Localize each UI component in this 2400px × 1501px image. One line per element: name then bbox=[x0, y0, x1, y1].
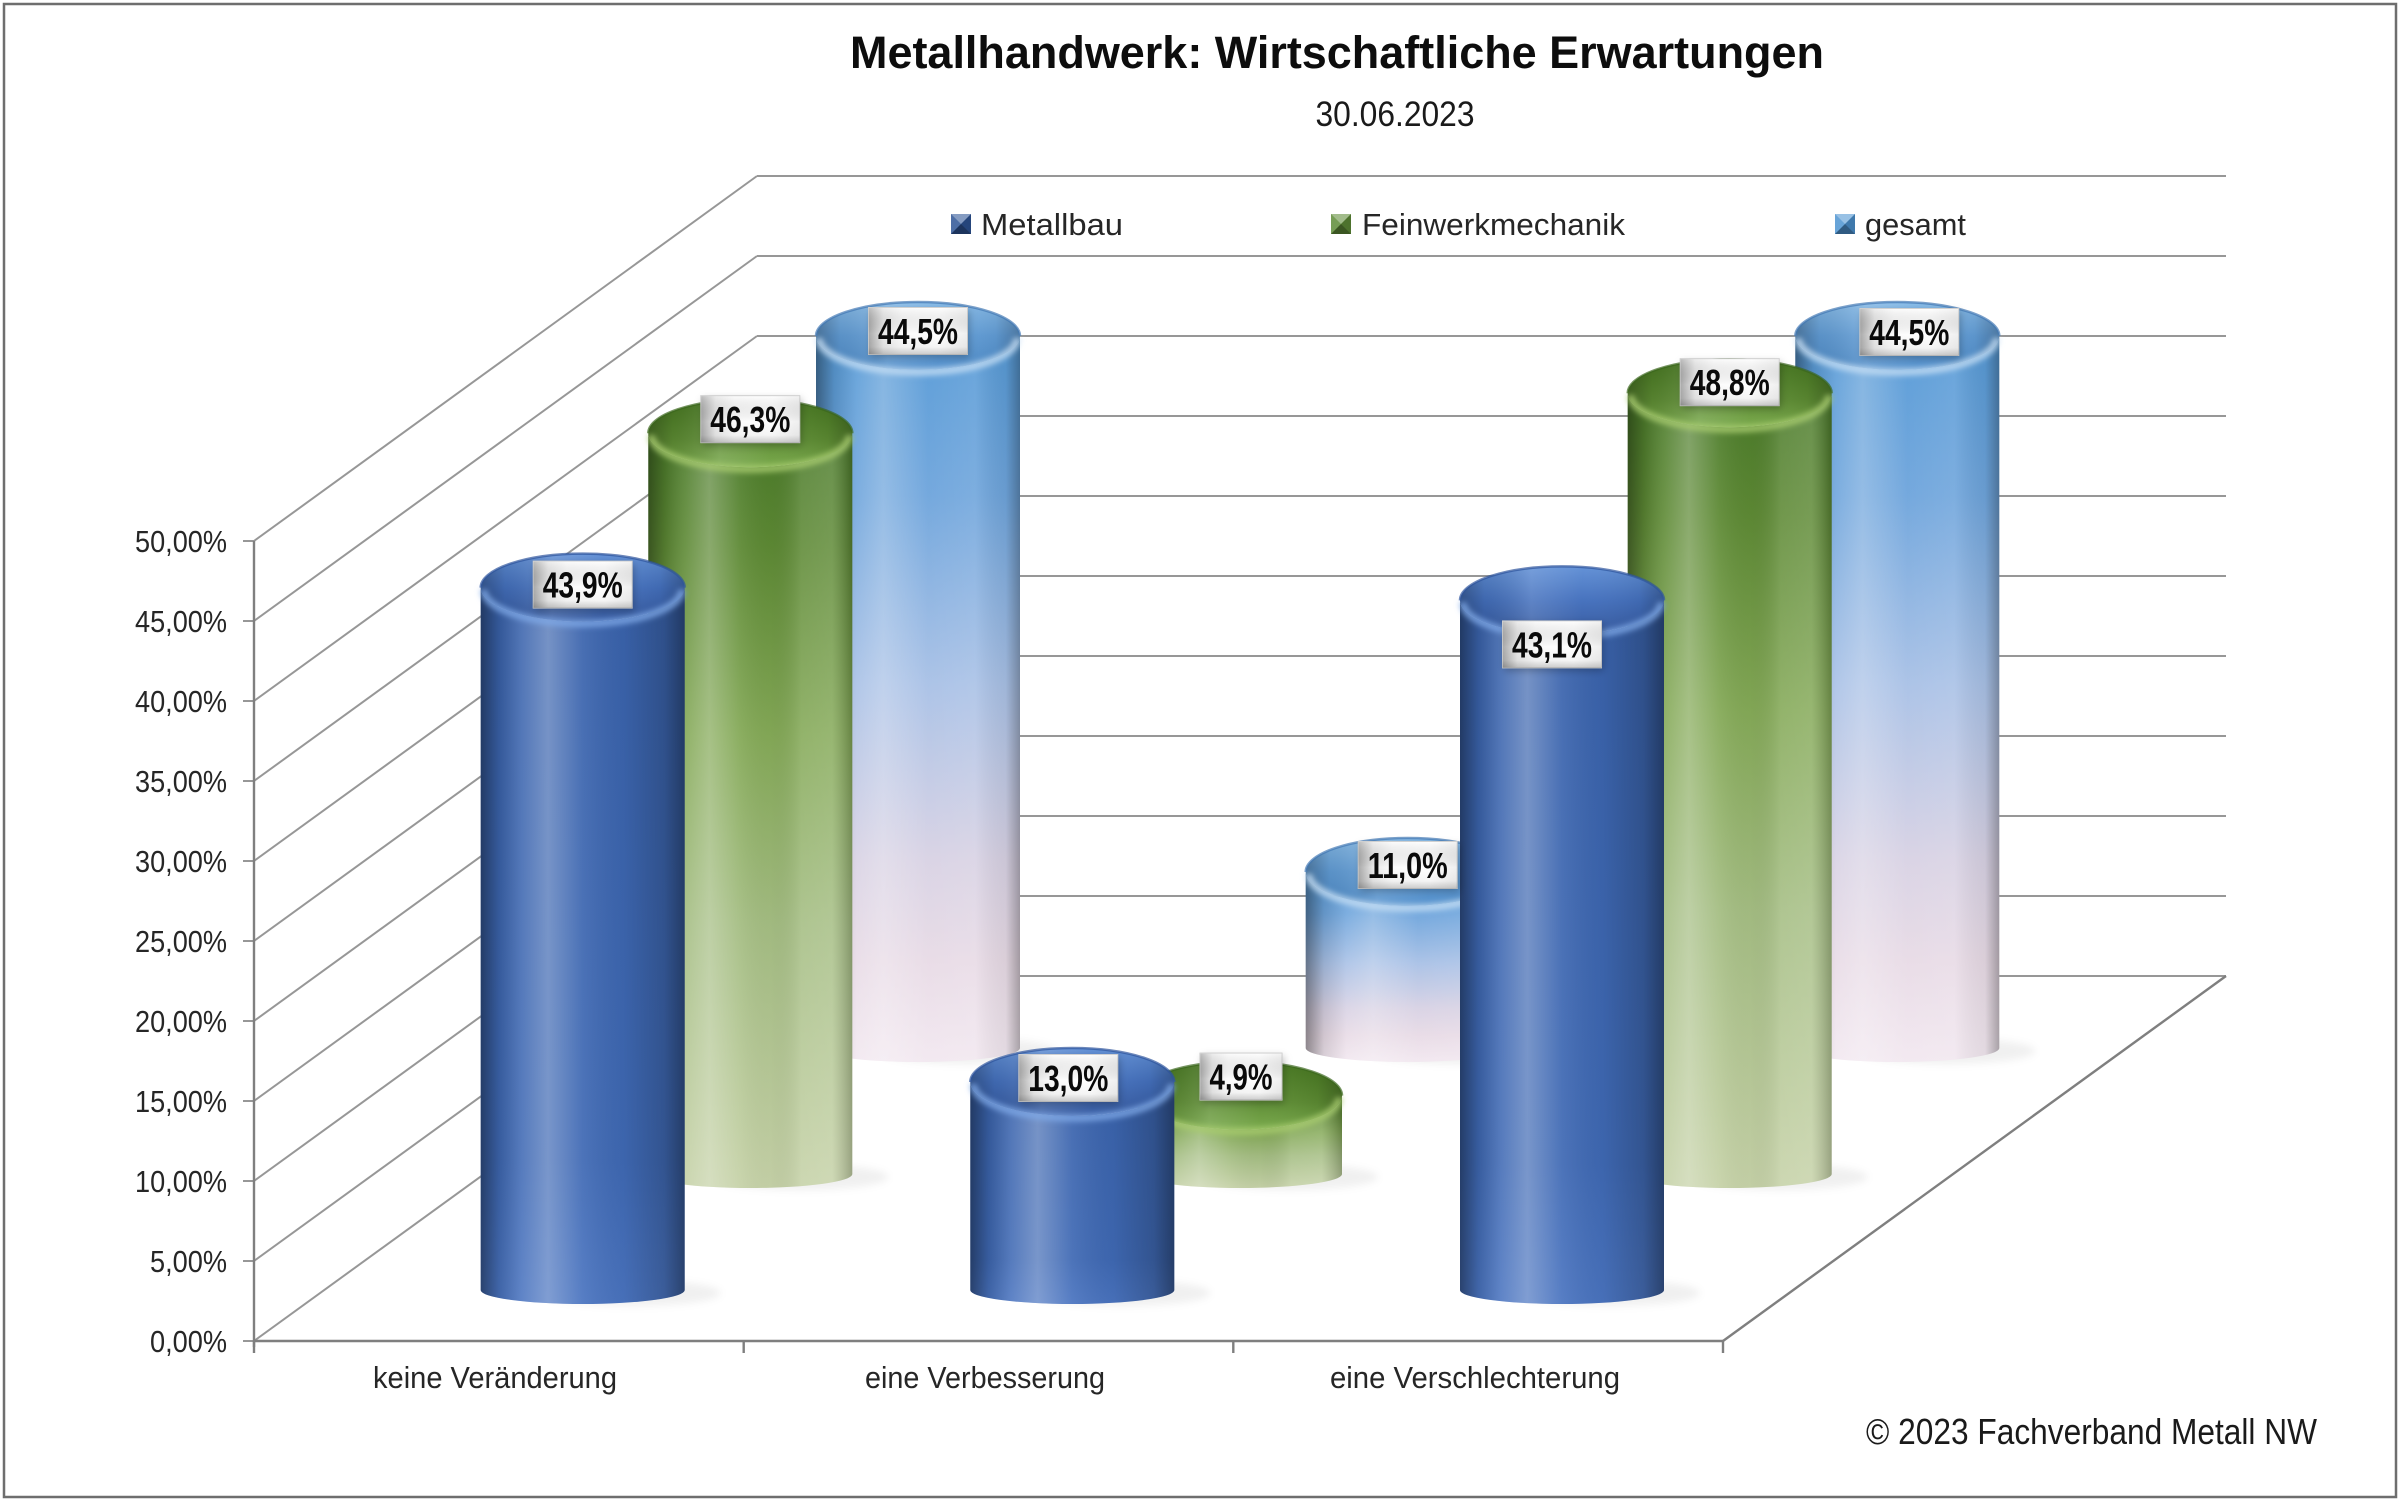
svg-text:43,9%: 43,9% bbox=[543, 565, 623, 606]
svg-text:30,00%: 30,00% bbox=[135, 844, 227, 879]
svg-text:48,8%: 48,8% bbox=[1690, 362, 1770, 403]
svg-text:30.06.2023: 30.06.2023 bbox=[1316, 95, 1475, 134]
svg-text:44,5%: 44,5% bbox=[878, 311, 958, 352]
svg-text:Feinwerkmechanik: Feinwerkmechanik bbox=[1362, 207, 1626, 242]
svg-text:46,3%: 46,3% bbox=[710, 399, 790, 440]
svg-text:0,00%: 0,00% bbox=[150, 1324, 227, 1359]
svg-text:keine Veränderung: keine Veränderung bbox=[373, 1360, 617, 1395]
svg-text:13,0%: 13,0% bbox=[1028, 1058, 1108, 1099]
svg-text:45,00%: 45,00% bbox=[135, 604, 227, 639]
svg-text:40,00%: 40,00% bbox=[135, 684, 227, 719]
svg-text:44,5%: 44,5% bbox=[1869, 312, 1949, 353]
svg-text:50,00%: 50,00% bbox=[135, 524, 227, 559]
svg-text:5,00%: 5,00% bbox=[150, 1244, 227, 1279]
svg-text:4,9%: 4,9% bbox=[1210, 1057, 1273, 1098]
svg-text:43,1%: 43,1% bbox=[1512, 624, 1592, 665]
svg-text:gesamt: gesamt bbox=[1865, 207, 1966, 242]
svg-text:© 2023 Fachverband Metall NW: © 2023 Fachverband Metall NW bbox=[1866, 1411, 2317, 1452]
svg-text:35,00%: 35,00% bbox=[135, 764, 227, 799]
svg-text:10,00%: 10,00% bbox=[135, 1164, 227, 1199]
svg-text:eine Verbesserung: eine Verbesserung bbox=[865, 1360, 1105, 1395]
svg-text:15,00%: 15,00% bbox=[135, 1084, 227, 1119]
svg-text:eine Verschlechterung: eine Verschlechterung bbox=[1330, 1360, 1620, 1395]
svg-text:20,00%: 20,00% bbox=[135, 1004, 227, 1039]
svg-text:11,0%: 11,0% bbox=[1368, 845, 1448, 886]
svg-text:Metallbau: Metallbau bbox=[981, 207, 1123, 242]
svg-text:Metallhandwerk: Wirtschaftlich: Metallhandwerk: Wirtschaftliche Erwartun… bbox=[850, 27, 1824, 78]
svg-text:25,00%: 25,00% bbox=[135, 924, 227, 959]
